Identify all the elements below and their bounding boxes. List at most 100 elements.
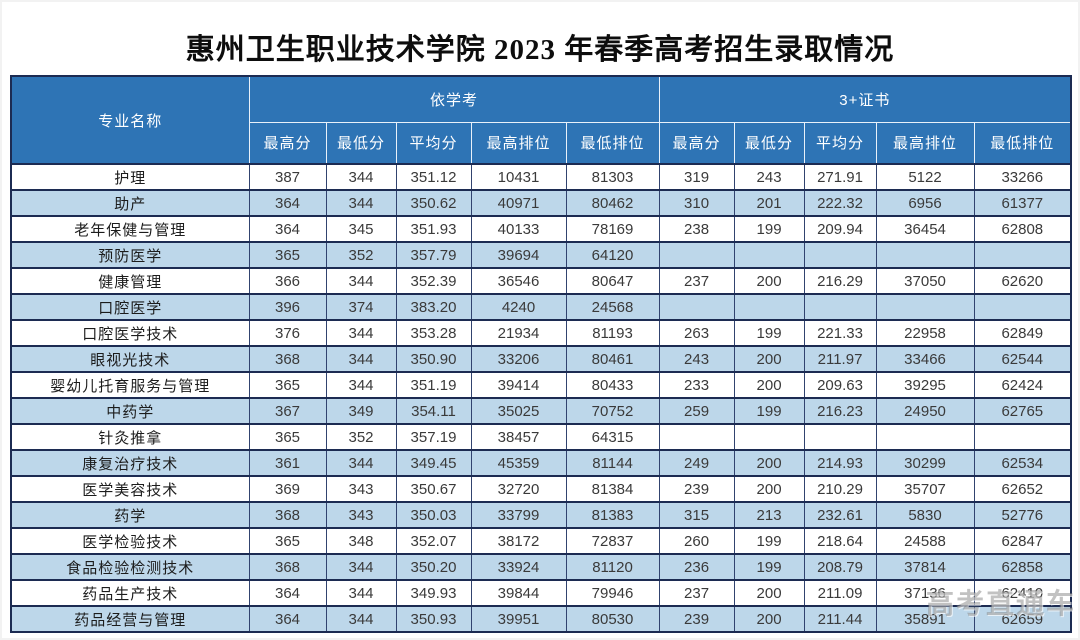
cell-value: 343 xyxy=(325,501,397,528)
cell-value: 218.64 xyxy=(803,527,877,554)
cell-value: 364 xyxy=(248,579,327,606)
cell-value: 37050 xyxy=(875,267,975,294)
cell-value: 36454 xyxy=(875,215,975,242)
cell-value: 52776 xyxy=(973,501,1072,528)
cell-major: 婴幼儿托育服务与管理 xyxy=(10,371,250,398)
cell-value: 32720 xyxy=(470,475,567,502)
cell-major: 健康管理 xyxy=(10,267,250,294)
cell-value: 221.33 xyxy=(803,319,877,346)
cell-major: 药学 xyxy=(10,501,250,528)
cell-value: 233 xyxy=(658,371,735,398)
cell-value: 350.20 xyxy=(395,553,472,580)
cell-value: 237 xyxy=(658,579,735,606)
cell-value: 344 xyxy=(325,267,397,294)
cell-value: 319 xyxy=(658,163,735,190)
cell-value: 199 xyxy=(733,553,805,580)
table-row: 医学美容技术 369 343 350.67 32720 81384 239 200 210.29… xyxy=(10,475,1072,502)
cell-value: 200 xyxy=(733,579,805,606)
cell-value: 344 xyxy=(325,319,397,346)
cell-value: 350.03 xyxy=(395,501,472,528)
table-row: 健康管理 366 344 352.39 36546 80647 237 200 216.29 37… xyxy=(10,267,1072,294)
cell-value: 24568 xyxy=(565,293,660,320)
cell-major: 针灸推拿 xyxy=(10,423,250,450)
cell-value: 368 xyxy=(248,553,327,580)
cell-value: 5122 xyxy=(875,163,975,190)
cell-value: 79946 xyxy=(565,579,660,606)
cell-value: 344 xyxy=(325,163,397,190)
cell-value: 361 xyxy=(248,449,327,476)
cell-value: 39844 xyxy=(470,579,567,606)
cell-value: 81303 xyxy=(565,163,660,190)
cell-value: 81120 xyxy=(565,553,660,580)
cell-value: 200 xyxy=(733,605,805,632)
cell-value: 271.91 xyxy=(803,163,877,190)
cell-value: 39414 xyxy=(470,371,567,398)
cell-major: 老年保健与管理 xyxy=(10,215,250,242)
cell-value: 40133 xyxy=(470,215,567,242)
cell-value xyxy=(875,293,975,320)
cell-value: 33206 xyxy=(470,345,567,372)
cell-value: 374 xyxy=(325,293,397,320)
table-row: 食品检验检测技术 368 344 350.20 33924 81120 236 199 208.… xyxy=(10,553,1072,580)
column-group-zhengshu: 3+证书 xyxy=(658,75,1072,123)
cell-value xyxy=(803,241,877,268)
cell-value: 37136 xyxy=(875,579,975,606)
cell-value: 352 xyxy=(325,423,397,450)
column-header-min-rank-1: 最低排位 xyxy=(565,121,660,165)
cell-value: 310 xyxy=(658,189,735,216)
cell-major: 口腔医学 xyxy=(10,293,250,320)
cell-value: 200 xyxy=(733,475,805,502)
cell-value xyxy=(803,293,877,320)
table-header: 专业名称 依学考 3+证书 最高分 最低分 平均分 最高排位 最低排位 最高分 … xyxy=(10,75,1072,165)
cell-value: 369 xyxy=(248,475,327,502)
cell-value: 61377 xyxy=(973,189,1072,216)
cell-value: 38172 xyxy=(470,527,567,554)
cell-value: 365 xyxy=(248,241,327,268)
cell-value: 37814 xyxy=(875,553,975,580)
cell-value: 209.63 xyxy=(803,371,877,398)
cell-value: 72837 xyxy=(565,527,660,554)
cell-value: 353.28 xyxy=(395,319,472,346)
cell-value: 239 xyxy=(658,605,735,632)
cell-value: 387 xyxy=(248,163,327,190)
cell-value: 396 xyxy=(248,293,327,320)
cell-major: 医学美容技术 xyxy=(10,475,250,502)
cell-value: 62765 xyxy=(973,397,1072,424)
cell-value: 81384 xyxy=(565,475,660,502)
cell-value: 22958 xyxy=(875,319,975,346)
table-row: 药学 368 343 350.03 33799 81383 315 213 232.61 5830… xyxy=(10,501,1072,528)
cell-value xyxy=(875,423,975,450)
header-sub-row: 最高分 最低分 平均分 最高排位 最低排位 最高分 最低分 平均分 最高排位 最… xyxy=(11,121,1072,165)
cell-major: 预防医学 xyxy=(10,241,250,268)
table-row: 婴幼儿托育服务与管理 365 344 351.19 39414 80433 233 200 20… xyxy=(10,371,1072,398)
column-header-max-rank-2: 最高排位 xyxy=(875,121,975,165)
table-row: 康复治疗技术 361 344 349.45 45359 81144 249 200 214.93… xyxy=(10,449,1072,476)
cell-value: 351.93 xyxy=(395,215,472,242)
cell-value: 349 xyxy=(325,397,397,424)
cell-value: 348 xyxy=(325,527,397,554)
cell-value: 216.23 xyxy=(803,397,877,424)
column-header-max-score-2: 最高分 xyxy=(658,121,735,165)
cell-value: 239 xyxy=(658,475,735,502)
cell-value: 366 xyxy=(248,267,327,294)
cell-value: 199 xyxy=(733,319,805,346)
cell-value xyxy=(658,423,735,450)
cell-value: 236 xyxy=(658,553,735,580)
cell-value: 368 xyxy=(248,345,327,372)
cell-value: 199 xyxy=(733,527,805,554)
cell-value: 80462 xyxy=(565,189,660,216)
cell-value: 263 xyxy=(658,319,735,346)
cell-value: 62534 xyxy=(973,449,1072,476)
cell-value: 78169 xyxy=(565,215,660,242)
cell-value: 5830 xyxy=(875,501,975,528)
cell-value: 62849 xyxy=(973,319,1072,346)
cell-value: 351.12 xyxy=(395,163,472,190)
cell-value: 70752 xyxy=(565,397,660,424)
cell-value: 35025 xyxy=(470,397,567,424)
cell-value: 214.93 xyxy=(803,449,877,476)
header-group-row: 专业名称 依学考 3+证书 xyxy=(10,75,1072,165)
cell-value: 344 xyxy=(325,371,397,398)
table-row: 药品生产技术 364 344 349.93 39844 79946 237 200 211.09… xyxy=(10,579,1072,606)
cell-value: 365 xyxy=(248,371,327,398)
cell-value: 344 xyxy=(325,449,397,476)
